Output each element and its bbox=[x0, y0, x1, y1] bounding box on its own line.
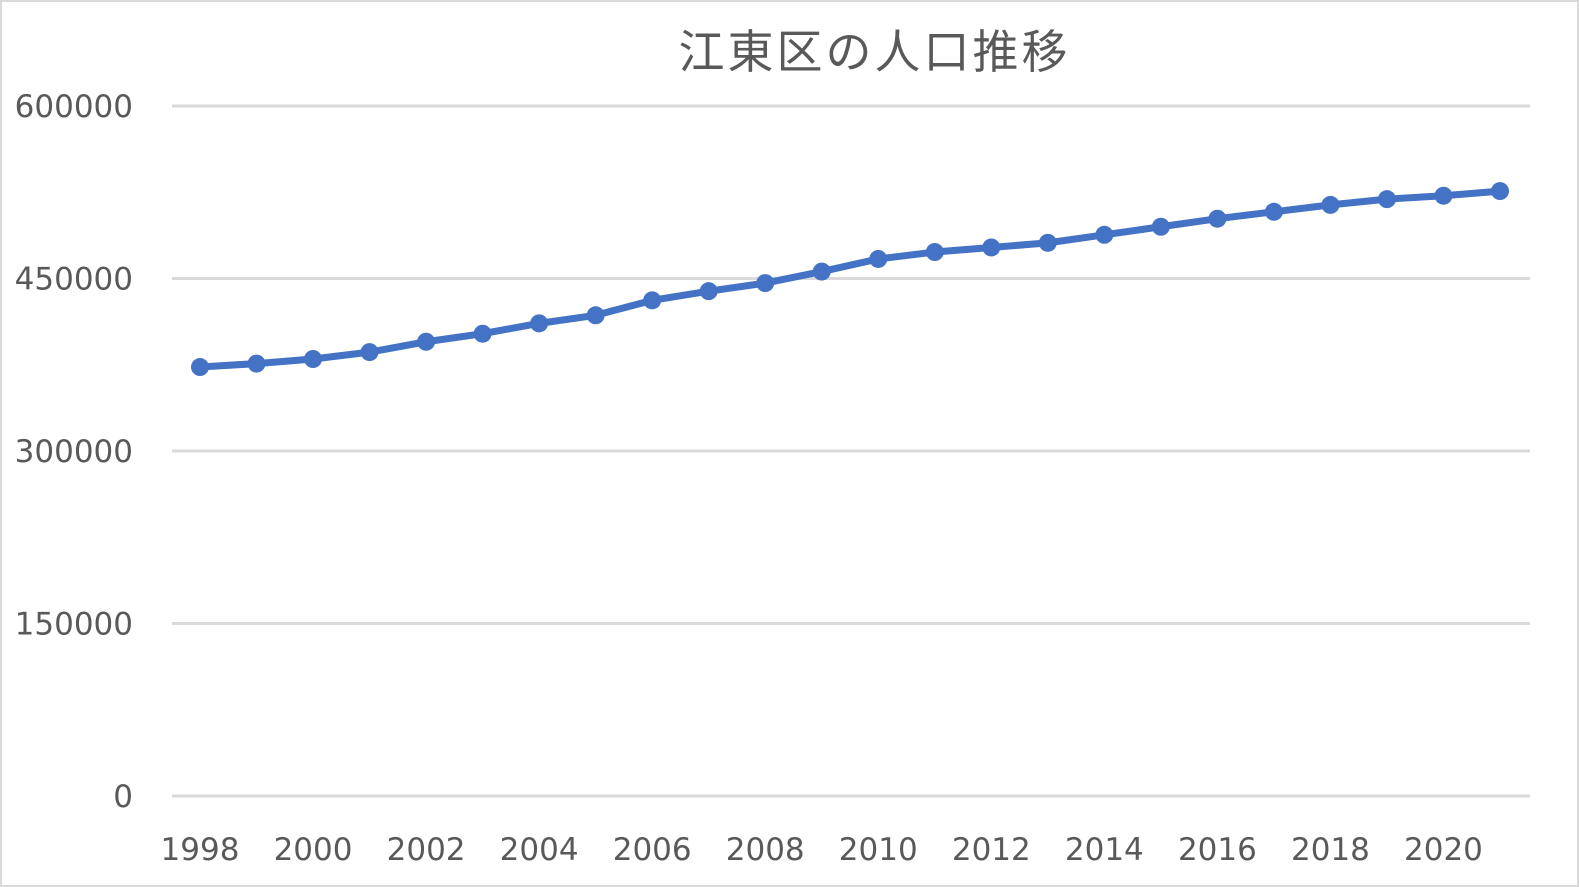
data-point bbox=[417, 332, 436, 351]
chart-title: 江東区の人口推移 bbox=[678, 25, 1071, 79]
x-tick-label: 2000 bbox=[274, 832, 353, 868]
y-tick-label: 600000 bbox=[15, 89, 133, 125]
x-tick-label: 2010 bbox=[839, 832, 918, 868]
y-axis-ticks: 0 150000 300000 450000 600000 bbox=[15, 89, 133, 815]
x-tick-label: 2008 bbox=[726, 832, 805, 868]
data-point bbox=[304, 350, 323, 368]
x-tick-label: 2018 bbox=[1291, 832, 1370, 868]
data-point bbox=[1208, 209, 1227, 228]
data-point bbox=[812, 262, 831, 281]
x-tick-label: 2006 bbox=[613, 832, 692, 868]
data-point bbox=[473, 324, 492, 343]
data-point bbox=[756, 274, 775, 293]
x-tick-label: 2002 bbox=[387, 832, 466, 868]
x-tick-label: 2020 bbox=[1404, 832, 1483, 868]
data-point bbox=[1038, 233, 1057, 252]
data-point bbox=[699, 282, 718, 301]
series-line bbox=[196, 187, 1504, 371]
data-point bbox=[247, 354, 266, 373]
y-tick-label: 450000 bbox=[15, 262, 133, 298]
x-tick-label: 2016 bbox=[1178, 832, 1257, 868]
data-point bbox=[1151, 217, 1170, 236]
y-tick-label: 300000 bbox=[15, 434, 133, 470]
data-point bbox=[360, 343, 379, 362]
x-tick-label: 2014 bbox=[1065, 832, 1144, 868]
data-point bbox=[1491, 182, 1509, 201]
data-point bbox=[869, 249, 888, 268]
data-point bbox=[586, 306, 605, 325]
x-tick-label: 2004 bbox=[500, 832, 579, 868]
gridlines bbox=[172, 104, 1530, 798]
data-point bbox=[643, 291, 662, 310]
series-layer bbox=[191, 182, 1509, 377]
data-point bbox=[1095, 225, 1114, 244]
data-point bbox=[1377, 190, 1396, 209]
data-point bbox=[982, 238, 1001, 257]
y-tick-label: 150000 bbox=[15, 607, 133, 643]
data-point bbox=[925, 243, 944, 262]
x-tick-label: 2012 bbox=[952, 832, 1031, 868]
x-tick-label: 1998 bbox=[161, 832, 240, 868]
data-point bbox=[1434, 186, 1453, 205]
data-point bbox=[1321, 195, 1340, 214]
data-point bbox=[1264, 202, 1283, 221]
y-tick-label: 0 bbox=[113, 779, 133, 815]
x-axis-ticks: 1998 2000 2002 2004 2006 2008 2010 2012 2014 2016… bbox=[161, 832, 1483, 868]
data-point bbox=[191, 358, 209, 377]
data-point bbox=[530, 314, 549, 333]
